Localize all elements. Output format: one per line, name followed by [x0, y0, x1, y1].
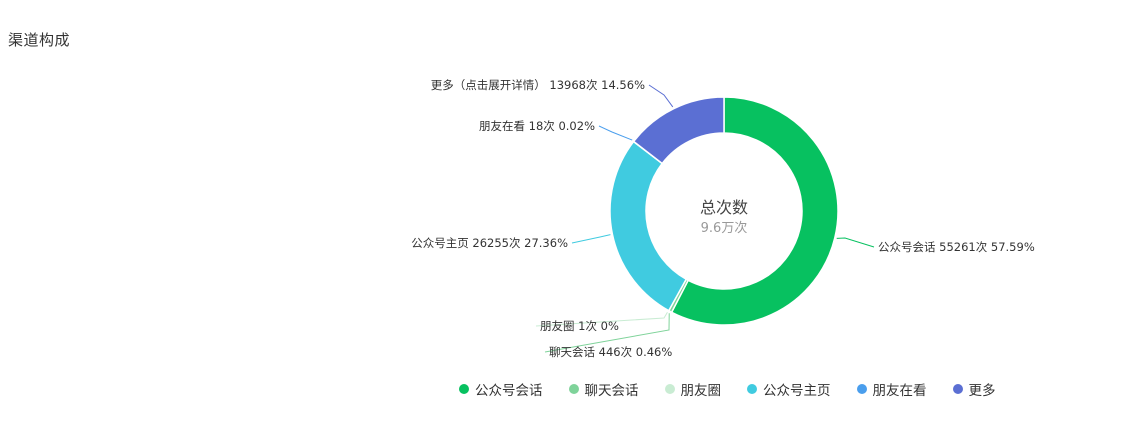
donut-slice-0[interactable] [670, 96, 839, 326]
section-title: 渠道构成 [8, 31, 71, 49]
donut-slice-5[interactable] [632, 96, 725, 165]
legend-dot-2 [664, 384, 675, 394]
legend-item-0[interactable]: 公众号会话 [459, 379, 543, 399]
leader-lines-layer [535, 84, 875, 353]
legend-dot-1 [568, 384, 579, 394]
center-value: 9.6万次 [701, 220, 748, 236]
labels-layer: 公众号会话 55261次 57.59% 聊天会话 446次 0.46% 朋友圈 1次… [411, 78, 1035, 359]
legend-dot-3 [747, 384, 757, 394]
legend-dot-0 [459, 384, 469, 394]
slice-label-5: 更多（点击展开详情） 13968次 14.56% [431, 78, 645, 92]
legend-item-5[interactable]: 更多 [952, 379, 996, 399]
leader-line-1 [544, 313, 670, 353]
chart-legend: 公众号会话 聊天会话 朋友圈 公众号主页 朋友在看 更多 [459, 379, 996, 399]
legend-item-1[interactable]: 聊天会话 [568, 379, 639, 399]
slice-label-1: 聊天会话 446次 0.46% [549, 345, 672, 359]
legend-item-2[interactable]: 朋友圈 [664, 379, 722, 399]
leader-line-0 [836, 237, 875, 248]
legend-dot-5 [952, 384, 963, 394]
legend-label-1: 聊天会话 [584, 383, 639, 399]
leader-line-4 [598, 125, 633, 141]
slice-label-4: 朋友在看 18次 0.02% [479, 119, 595, 133]
center-title: 总次数 [700, 198, 748, 217]
slice-label-2: 朋友圈 1次 0% [540, 319, 619, 333]
legend-label-2: 朋友圈 [680, 383, 722, 399]
legend-dot-4 [856, 384, 867, 394]
legend-item-3[interactable]: 公众号主页 [747, 379, 831, 399]
legend-label-5: 更多 [968, 383, 996, 399]
slice-label-3: 公众号主页 26255次 27.36% [411, 236, 568, 250]
legend-label-4: 朋友在看 [872, 383, 927, 399]
leader-line-3 [571, 234, 611, 244]
legend-label-0: 公众号会话 [475, 383, 543, 399]
slices-layer [609, 96, 839, 326]
legend-label-3: 公众号主页 [763, 383, 831, 399]
leader-line-2 [535, 312, 668, 327]
donut-slice-3[interactable] [609, 140, 688, 312]
slice-label-0: 公众号会话 55261次 57.59% [878, 240, 1035, 254]
legend-item-4[interactable]: 朋友在看 [856, 379, 927, 399]
leader-line-5 [648, 84, 674, 108]
